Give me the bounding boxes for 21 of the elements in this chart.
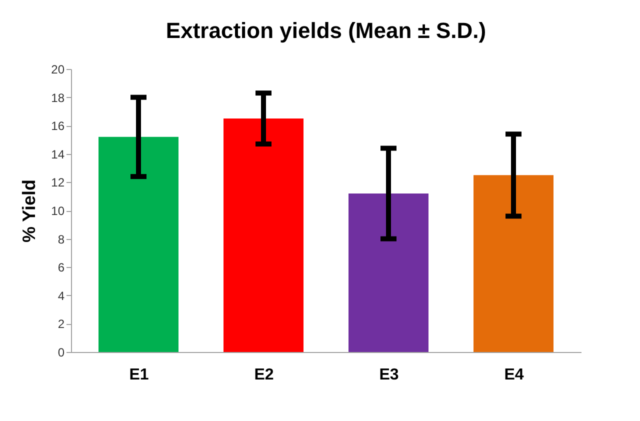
bar: [474, 175, 554, 352]
y-tick-label: 10: [51, 204, 65, 218]
y-tick-label: 8: [58, 232, 65, 246]
y-tick-label: 14: [51, 147, 65, 162]
x-tick-label: E1: [129, 366, 149, 384]
y-tick-label: 20: [51, 62, 65, 76]
y-tick-label: 16: [51, 119, 65, 134]
y-tick-label: 2: [58, 317, 65, 332]
chart-title: Extraction yields (Mean ± S.D.): [166, 18, 486, 43]
y-tick-label: 0: [58, 346, 65, 360]
bar: [98, 136, 178, 352]
bar: [348, 194, 428, 352]
y-tick-label: 12: [51, 176, 65, 190]
y-axis-title: % Yield: [19, 179, 40, 243]
x-tick-label: E4: [504, 366, 524, 384]
y-tick-label: 6: [58, 260, 65, 275]
bar: [224, 118, 304, 352]
x-tick-label: E2: [254, 366, 274, 384]
y-tick-label: 18: [51, 90, 65, 105]
y-tick-label: 4: [58, 288, 65, 303]
x-tick-label: E3: [379, 366, 399, 384]
